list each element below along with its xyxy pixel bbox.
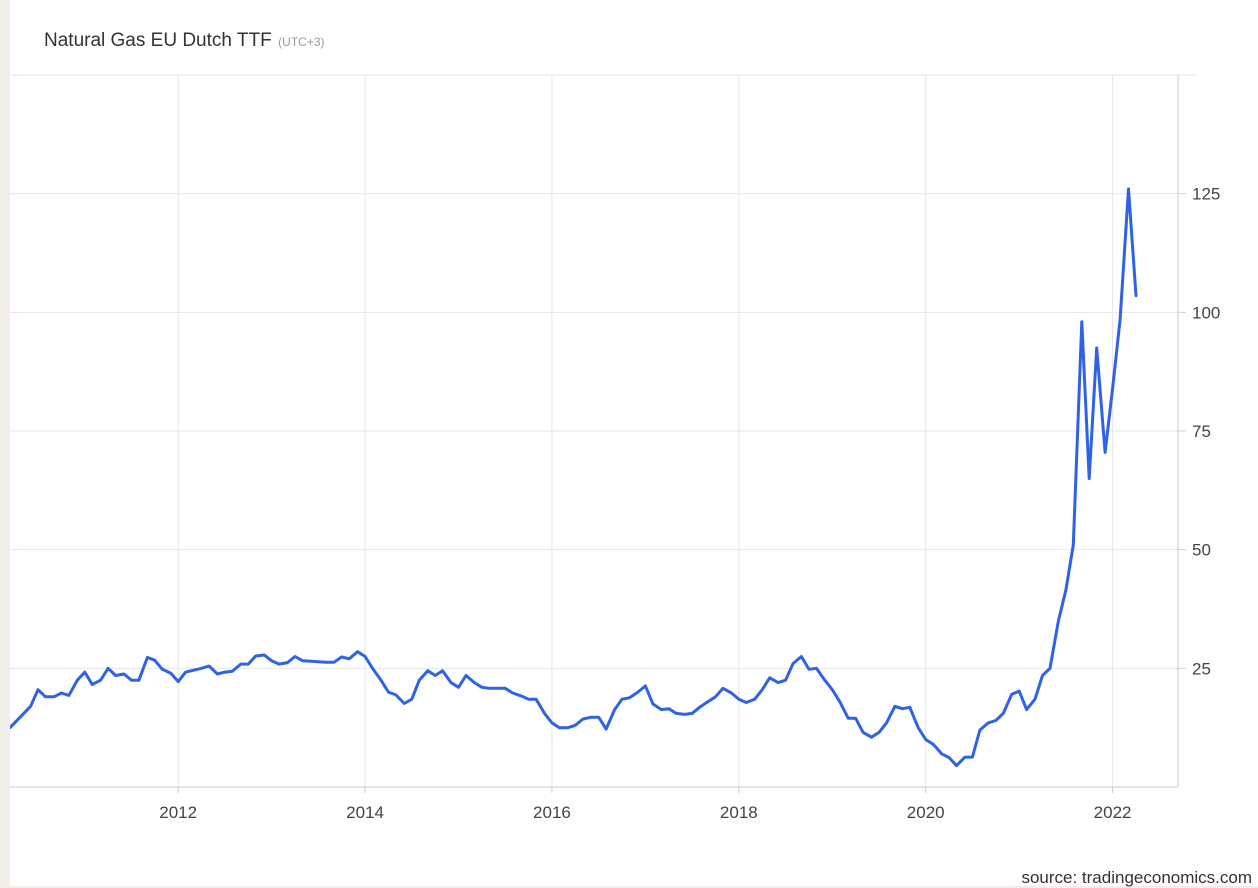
series-line: [10, 187, 1138, 768]
x-tick-label: 2014: [346, 803, 384, 822]
y-tick-label: 75: [1192, 422, 1211, 441]
y-tick-label: 25: [1192, 659, 1211, 678]
chart-title: Natural Gas EU Dutch TTF: [44, 30, 272, 51]
timezone-label: (UTC+3): [278, 35, 325, 49]
series-layer: [10, 187, 1138, 768]
source-credit: source: tradingeconomics.com: [1021, 868, 1252, 887]
line-chart: 2012 2014 2016 2018 2020 2022 25 50 75 100 125: [10, 74, 1220, 822]
grid: [10, 74, 1196, 787]
y-tick-label: 125: [1192, 185, 1220, 204]
axes: [10, 75, 1186, 793]
x-tick-label: 2020: [907, 803, 945, 822]
x-tick-label: 2018: [720, 803, 758, 822]
x-tick-label: 2022: [1094, 803, 1132, 822]
x-tick-label: 2016: [533, 803, 571, 822]
tick-labels: 2012 2014 2016 2018 2020 2022 25 50 75 100 125: [159, 185, 1220, 822]
chart-header: Natural Gas EU Dutch TTF (UTC+3): [44, 30, 325, 52]
x-tick-label: 2012: [159, 803, 197, 822]
chart-panel: Natural Gas EU Dutch TTF (UTC+3) 2012 201…: [10, 0, 1258, 887]
y-tick-label: 50: [1192, 541, 1211, 560]
y-tick-label: 100: [1192, 303, 1220, 322]
